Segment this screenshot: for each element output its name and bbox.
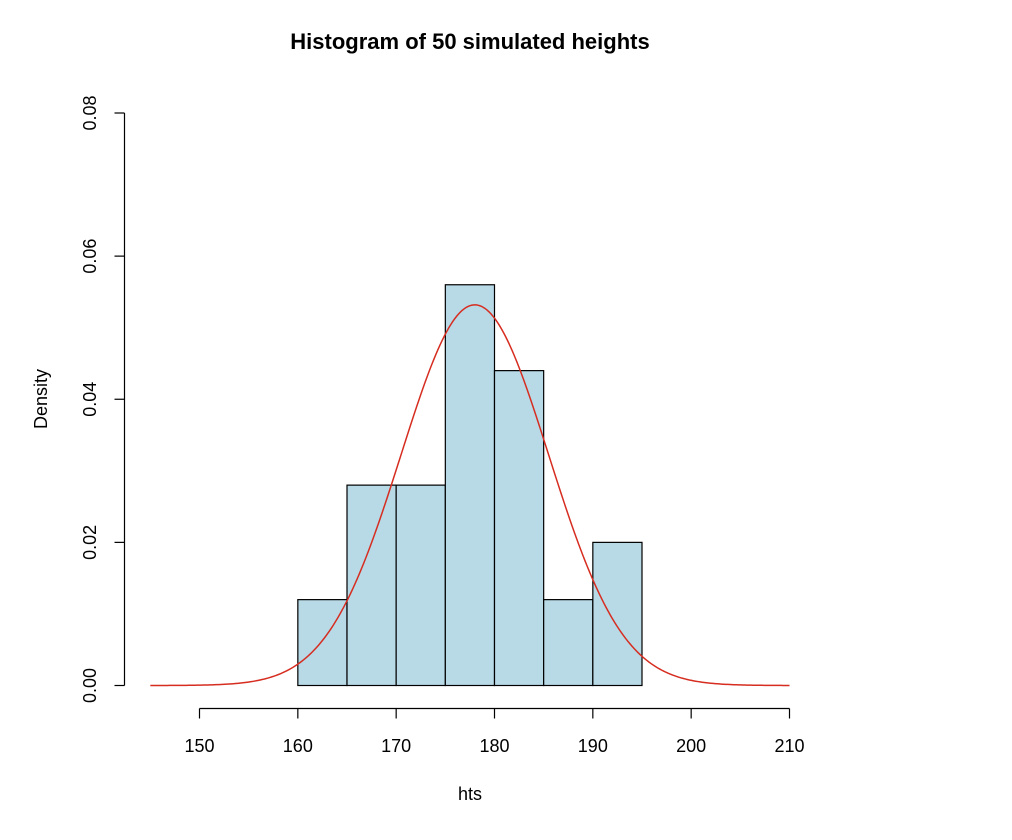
histogram-bar-1 bbox=[297, 599, 348, 687]
y-axis: 0.00 0.02 0.04 0.06 0.08 bbox=[80, 95, 126, 703]
x-tick-label: 180 bbox=[479, 736, 509, 756]
y-axis-label: Density bbox=[31, 369, 51, 429]
y-tick-label: 0.02 bbox=[80, 525, 100, 560]
chart-title: Histogram of 50 simulated heights bbox=[290, 29, 649, 54]
y-tick-label: 0.08 bbox=[80, 95, 100, 130]
x-tick-label: 190 bbox=[578, 736, 608, 756]
histogram-bar-3 bbox=[395, 484, 446, 687]
histogram-bar-6 bbox=[543, 599, 594, 687]
x-tick-label: 200 bbox=[676, 736, 706, 756]
histogram-bar-2 bbox=[346, 484, 397, 687]
density-curve-layer bbox=[150, 304, 790, 687]
x-axis-label: hts bbox=[458, 784, 482, 804]
x-tick-label: 150 bbox=[184, 736, 214, 756]
density-curve bbox=[150, 304, 790, 687]
histogram-bar-7 bbox=[592, 541, 643, 687]
y-tick-label: 0.06 bbox=[80, 239, 100, 274]
x-tick-label: 170 bbox=[381, 736, 411, 756]
histogram-bars bbox=[297, 284, 643, 687]
x-axis: 150 160 170 180 190 200 210 bbox=[184, 707, 805, 756]
x-tick-label: 210 bbox=[774, 736, 804, 756]
histogram-bar-5 bbox=[493, 370, 545, 687]
y-tick-label: 0.04 bbox=[80, 382, 100, 417]
histogram-bar-4 bbox=[444, 284, 496, 687]
y-tick-label: 0.00 bbox=[80, 668, 100, 703]
x-tick-label: 160 bbox=[283, 736, 313, 756]
